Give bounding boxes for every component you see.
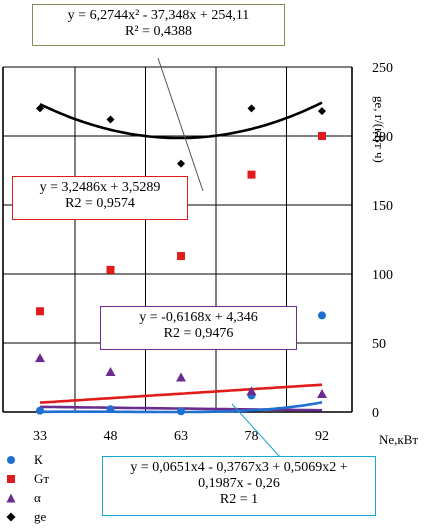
gridlines xyxy=(3,66,352,412)
k-equation-line2: 0,1987x - 0,26 xyxy=(198,476,280,491)
point-ge xyxy=(106,115,115,124)
y-tick-label: 250 xyxy=(372,61,393,76)
alpha-r2: R2 = 0,9476 xyxy=(163,326,234,341)
gt-r2: R2 = 0,9574 xyxy=(65,196,135,211)
legend-label-gt: Gт xyxy=(34,471,50,486)
leader-lines xyxy=(157,57,281,458)
point-α xyxy=(176,372,186,382)
k-r2: R2 = 1 xyxy=(219,492,259,507)
y-tick-label: 200 xyxy=(372,130,393,145)
k-equation-line1: y = 0,0651x4 - 0,3767x3 + 0,5069x2 + xyxy=(130,460,348,475)
y-tick-labels: 0 50 100 150 200 250 xyxy=(372,61,393,421)
x-axis-title: Ne,кВт xyxy=(379,432,419,447)
point-Gт xyxy=(36,307,44,316)
y-tick-label: 50 xyxy=(372,337,386,352)
point-ge xyxy=(36,104,44,113)
y-tick-label: 100 xyxy=(372,268,393,283)
point-Gт xyxy=(177,252,185,261)
point-Gт xyxy=(318,132,326,140)
point-Gт xyxy=(106,265,115,274)
x-tick-label: 63 xyxy=(174,429,188,444)
point-ge xyxy=(247,104,256,113)
alpha-equation-box: y = -0,6168x + 4,346 R2 = 0,9476 xyxy=(100,306,297,350)
ge-equation: y = 6,2744x² - 37,348x + 254,11 xyxy=(67,8,250,23)
point-α xyxy=(246,386,257,396)
point-К xyxy=(106,405,115,414)
point-ge xyxy=(177,159,185,168)
point-α xyxy=(35,353,45,363)
point-К xyxy=(177,407,185,416)
axes xyxy=(2,67,353,413)
legend-label-ge: ge xyxy=(34,509,47,524)
legend-diamond-icon xyxy=(6,512,16,522)
point-α xyxy=(105,366,116,376)
point-α xyxy=(317,389,327,399)
point-Gт xyxy=(247,170,256,179)
legend-triangle-icon xyxy=(6,493,16,503)
y-axis-title: ge, г/(кВт ч) xyxy=(372,96,387,163)
legend-circle-icon xyxy=(7,456,15,464)
x-tick-label: 78 xyxy=(245,429,259,444)
x-tick-label: 48 xyxy=(104,429,118,444)
gt-equation-box: y = 3,2486x + 3,5289 R2 = 0,9574 xyxy=(12,176,188,220)
ge-r2: R² = 0,4388 xyxy=(125,24,192,39)
trendline-Gт xyxy=(39,383,323,404)
x-tick-labels: 33 48 63 78 92 xyxy=(33,429,329,444)
ge-equation-box: y = 6,2744x² - 37,348x + 254,11 R² = 0,4… xyxy=(32,4,285,46)
data-points xyxy=(35,104,327,416)
y-tick-label: 0 xyxy=(372,406,379,421)
point-ge xyxy=(318,107,326,116)
y-tick-label: 150 xyxy=(372,199,393,214)
point-К xyxy=(36,406,44,415)
ge-label-leader xyxy=(157,57,204,192)
k-equation-box: y = 0,0651x4 - 0,3767x3 + 0,5069x2 + 0,1… xyxy=(102,456,376,516)
legend-label-alpha: α xyxy=(34,490,41,505)
legend-label-k: К xyxy=(34,452,43,467)
x-tick-label: 92 xyxy=(315,429,329,444)
legend-square-icon xyxy=(7,475,15,483)
k-label-leader xyxy=(231,403,281,458)
x-tick-label: 33 xyxy=(33,429,47,444)
trendline-ge xyxy=(39,101,323,140)
alpha-equation: y = -0,6168x + 4,346 xyxy=(139,310,258,325)
point-К xyxy=(318,311,326,320)
gt-equation: y = 3,2486x + 3,5289 xyxy=(39,180,161,195)
